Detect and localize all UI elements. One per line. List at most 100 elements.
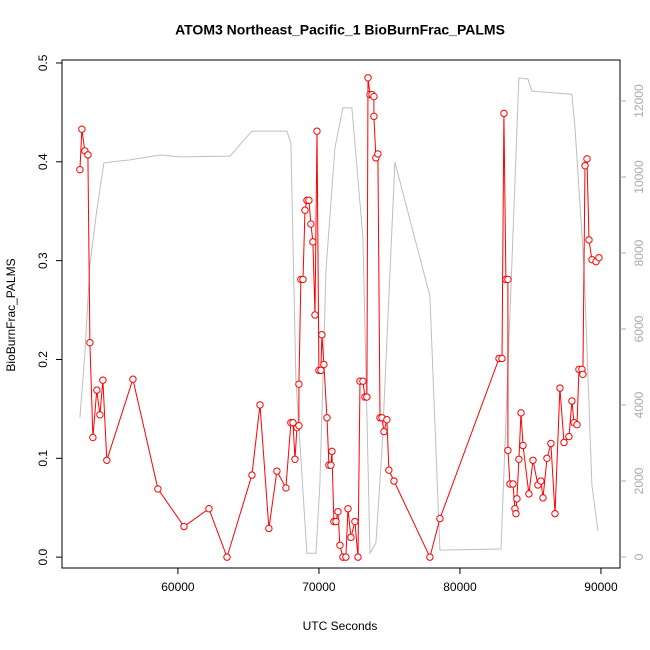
data-point	[328, 447, 336, 456]
data-point	[583, 155, 591, 163]
y-tick-label: 0.0	[36, 548, 50, 565]
data-point	[385, 466, 393, 474]
right-axis: 0 2000 4000 6000 8000 10000 12000	[620, 84, 646, 560]
data-point	[323, 414, 331, 422]
data-point	[519, 441, 527, 450]
data-point	[512, 509, 520, 518]
data-point	[309, 238, 317, 246]
data-point	[347, 533, 355, 542]
data-point	[351, 517, 359, 526]
data-point	[318, 331, 326, 339]
y2-tick-label: 0	[632, 553, 646, 560]
data-point	[509, 480, 517, 488]
data-point	[327, 461, 335, 469]
x-tick-label: 70000	[302, 580, 336, 594]
data-point	[513, 495, 521, 503]
series-line	[79, 77, 600, 559]
data-point	[560, 438, 568, 447]
data-point	[256, 401, 264, 409]
data-point	[307, 220, 315, 228]
data-point	[289, 419, 297, 427]
y2-tick-label: 10000	[632, 160, 646, 194]
series-line	[79, 77, 599, 556]
data-point	[84, 151, 92, 159]
data-point	[380, 427, 388, 436]
data-point	[342, 553, 350, 561]
data-point	[265, 524, 273, 533]
data-point	[336, 541, 344, 549]
data-point	[311, 311, 319, 319]
y-tick-label: 0.1	[36, 450, 50, 467]
data-point	[525, 490, 533, 498]
data-point	[291, 455, 299, 463]
data-point	[205, 505, 213, 513]
data-point	[363, 393, 371, 401]
data-point	[313, 127, 321, 135]
data-point	[585, 236, 593, 244]
data-point	[370, 112, 378, 121]
y2-tick-label: 2000	[632, 467, 646, 494]
data-point	[504, 446, 512, 455]
y-tick-label: 0.3	[36, 252, 50, 269]
data-point	[595, 253, 603, 262]
data-point	[99, 376, 107, 384]
data-point	[515, 455, 523, 463]
data-point	[551, 509, 559, 518]
data-point	[317, 366, 325, 375]
data-point	[547, 439, 555, 448]
y2-tick-label: 8000	[632, 239, 646, 266]
x-tick-label: 60000	[161, 580, 195, 594]
x-tick-label: 80000	[443, 580, 477, 594]
data-point	[581, 162, 589, 170]
x-axis-label: UTC Seconds	[303, 619, 378, 633]
data-point	[436, 514, 444, 523]
data-point	[295, 421, 303, 430]
data-point	[344, 505, 352, 513]
data-point	[89, 433, 97, 442]
data-point	[332, 517, 340, 526]
data-point	[76, 166, 84, 174]
y-tick-label: 0.4	[36, 153, 50, 170]
data-point	[320, 360, 328, 369]
data-point	[248, 471, 256, 479]
data-point	[500, 109, 508, 118]
plot-frame	[61, 59, 621, 569]
data-point	[129, 375, 137, 383]
y2-tick-label: 4000	[632, 391, 646, 418]
data-point	[543, 454, 551, 462]
data-point	[299, 275, 307, 284]
data-point	[154, 485, 162, 493]
data-point	[364, 74, 372, 82]
data-point	[305, 196, 313, 205]
y2-tick-label: 12000	[632, 84, 646, 118]
y-tick-label: 0.2	[36, 351, 50, 368]
data-point	[295, 380, 303, 388]
data-point	[517, 409, 525, 417]
data-point	[374, 150, 382, 158]
data-point	[93, 386, 101, 394]
data-point	[498, 354, 506, 363]
data-point	[96, 411, 104, 419]
data-point	[301, 206, 309, 214]
data-point	[504, 275, 512, 284]
data-point	[556, 384, 564, 392]
data-point	[354, 553, 362, 561]
data-point	[370, 92, 378, 101]
data-point	[565, 432, 573, 441]
data-point	[579, 370, 587, 378]
data-point	[390, 477, 398, 485]
chart-title: ATOM3 Northeast_Pacific_1 BioBurnFrac_PA…	[175, 22, 505, 38]
data-point	[282, 484, 290, 492]
data-point	[223, 553, 231, 561]
data-point	[383, 416, 391, 424]
y-axis-label: BioBurnFrac_PALMS	[4, 258, 18, 371]
data-point	[273, 467, 281, 475]
data-point	[180, 522, 188, 531]
x-tick-label: 90000	[584, 580, 618, 594]
y2-tick-label: 6000	[632, 315, 646, 342]
data-point	[537, 477, 545, 485]
data-point	[86, 338, 94, 347]
data-point	[78, 125, 86, 133]
data-point	[573, 420, 581, 429]
